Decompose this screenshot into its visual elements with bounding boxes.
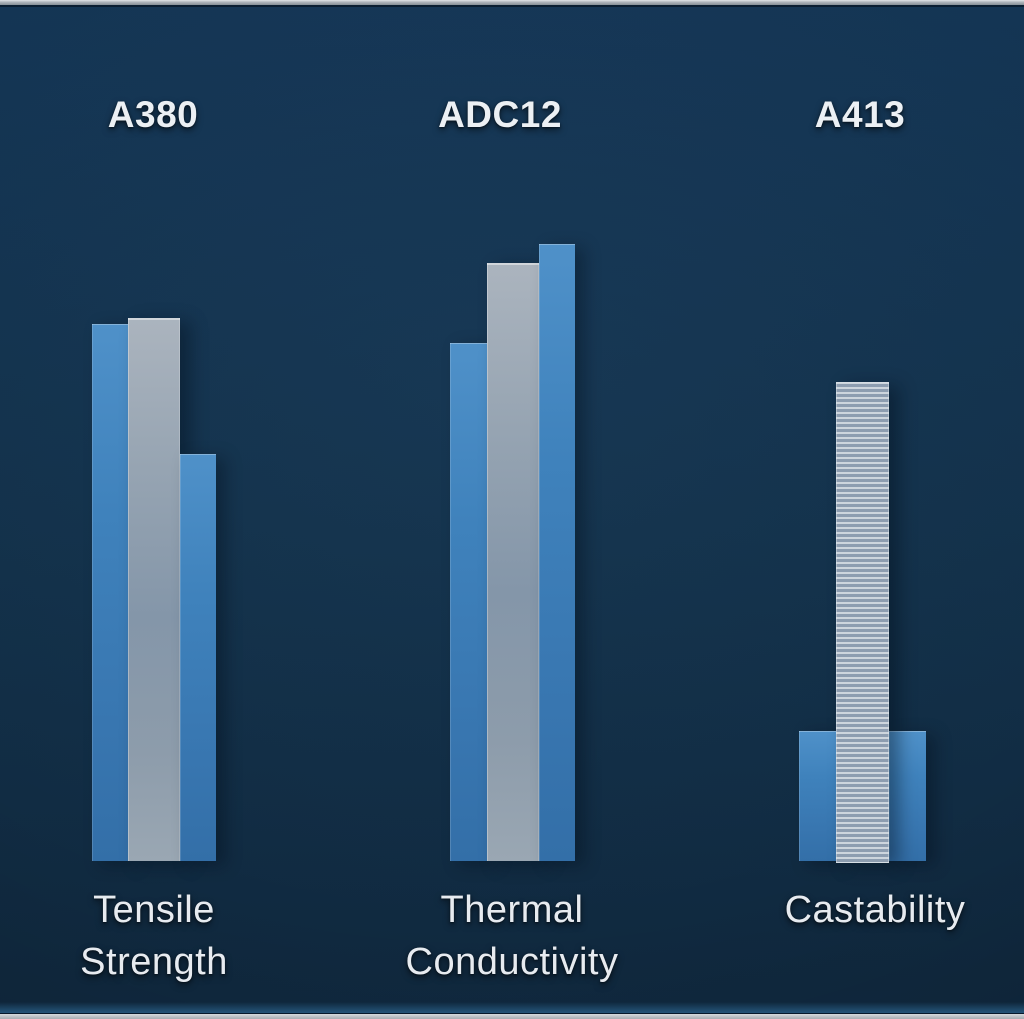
caption-line: Conductivity xyxy=(405,941,619,983)
caption-castability: Castability xyxy=(785,884,966,936)
bottom-light-band xyxy=(0,1002,1024,1013)
bar-a413-castability xyxy=(889,731,926,861)
bar-a413-thermal xyxy=(539,244,575,861)
bar-a380-tensile xyxy=(92,324,128,861)
bar-group-castability xyxy=(799,382,926,863)
bar-group-tensile-strength xyxy=(92,318,216,861)
caption-thermal-conductivity: Thermal Conductivity xyxy=(406,884,619,988)
group-header-a380: A380 xyxy=(107,94,199,135)
group-header-adc12: ADC12 xyxy=(438,94,562,135)
caption-tensile-strength: Tensile Strength xyxy=(80,884,228,988)
bar-a413-tensile xyxy=(180,454,216,861)
bar-a380-thermal xyxy=(450,343,487,861)
bar-adc12-thermal xyxy=(487,263,539,861)
group-header-a413: A413 xyxy=(814,94,906,135)
caption-line: Tensile xyxy=(93,889,215,931)
caption-line: Castability xyxy=(784,889,966,931)
caption-line: Strength xyxy=(80,941,228,983)
bar-adc12-tensile xyxy=(128,318,180,861)
caption-line: Thermal xyxy=(440,889,584,931)
window-top-strip xyxy=(0,0,1024,7)
window-bottom-strip xyxy=(0,1013,1024,1019)
bar-group-thermal-conductivity xyxy=(450,244,575,861)
bar-adc12-castability xyxy=(836,382,889,863)
bar-a380-castability xyxy=(799,731,836,861)
